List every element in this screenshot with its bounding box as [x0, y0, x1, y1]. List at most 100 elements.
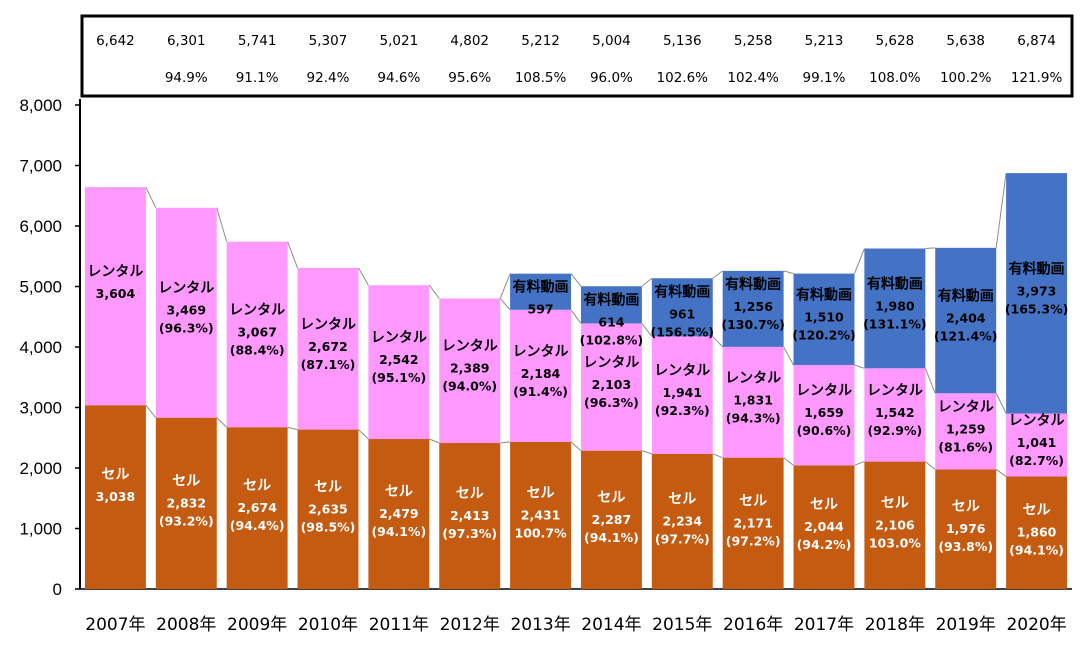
connector-line — [854, 364, 865, 369]
connector-line — [499, 273, 511, 299]
streaming-value-label: 1,980 — [875, 298, 915, 313]
rental-name-label: レンタル — [583, 355, 639, 371]
x-tick-label: 2008年 — [156, 615, 216, 635]
streaming-name-label: 有料動画 — [1009, 260, 1065, 277]
bar-rental — [84, 187, 146, 406]
rental-name-label: レンタル — [87, 264, 143, 280]
sell-value-label: 2,832 — [167, 495, 207, 510]
sell-value-label: 2,106 — [875, 517, 915, 532]
rental-yoy-label: (90.6%) — [797, 423, 852, 438]
rental-yoy-label: (96.3%) — [584, 395, 639, 410]
connector-line — [358, 429, 369, 440]
total-value-label: 5,021 — [380, 33, 419, 49]
rental-yoy-label: (87.1%) — [301, 357, 356, 372]
connector-line — [712, 270, 723, 279]
connector-line — [783, 346, 794, 366]
sell-name-label: セル — [810, 497, 838, 513]
bar-sell — [651, 453, 713, 589]
connector-line — [925, 461, 936, 470]
connector-line — [641, 450, 652, 455]
sell-name-label: セル — [385, 484, 413, 500]
sell-value-label: 3,038 — [96, 489, 136, 504]
streaming-yoy-label: (165.3%) — [1005, 301, 1069, 316]
streaming-yoy-label: (130.7%) — [721, 317, 785, 332]
sell-value-label: 2,234 — [663, 513, 703, 528]
rental-value-label: 1,941 — [663, 385, 703, 400]
bar-rental — [793, 364, 855, 466]
x-tick-label: 2014年 — [581, 615, 641, 635]
total-yoy-label: 94.9% — [165, 70, 208, 86]
bar-rental — [651, 336, 713, 454]
x-tick-label: 2017年 — [794, 615, 854, 635]
bar-streaming — [793, 273, 855, 365]
sell-yoy-label: (94.1%) — [584, 530, 639, 545]
total-yoy-label: 99.1% — [803, 70, 846, 86]
bar-rental — [722, 346, 784, 458]
rental-value-label: 3,469 — [167, 303, 207, 318]
sell-name-label: セル — [597, 490, 625, 506]
connector-line — [783, 457, 794, 466]
rental-name-label: レンタル — [725, 370, 781, 386]
sell-yoy-label: (97.2%) — [726, 533, 781, 548]
sell-value-label: 2,171 — [733, 515, 773, 530]
total-value-label: 5,212 — [521, 33, 560, 49]
total-yoy-label: 100.2% — [940, 70, 992, 86]
sell-value-label: 1,976 — [946, 521, 986, 536]
bar-rental — [368, 285, 430, 440]
connector-line — [925, 247, 936, 250]
rental-value-label: 2,542 — [379, 352, 419, 367]
streaming-yoy-label: (156.5%) — [651, 324, 715, 339]
total-value-label: 5,628 — [876, 33, 915, 49]
rental-name-label: レンタル — [158, 281, 214, 297]
bar-rental — [510, 309, 572, 442]
connector-line — [358, 267, 369, 286]
streaming-value-label: 1,256 — [733, 299, 773, 314]
sell-value-label: 2,674 — [237, 500, 277, 515]
rental-value-label: 1,259 — [946, 421, 986, 436]
rental-yoy-label: (92.9%) — [867, 423, 922, 438]
rental-value-label: 1,542 — [875, 405, 915, 420]
total-value-label: 5,213 — [805, 33, 844, 49]
rental-name-label: レンタル — [300, 317, 356, 333]
sell-yoy-label: (97.7%) — [655, 531, 710, 546]
rental-yoy-label: (94.3%) — [726, 410, 781, 425]
connector-line — [145, 404, 157, 418]
rental-yoy-label: (94.0%) — [442, 379, 497, 394]
bar-sell — [155, 417, 217, 589]
rental-value-label: 1,659 — [804, 405, 844, 420]
bar-streaming — [864, 248, 926, 369]
bar-rental — [935, 393, 997, 470]
sell-yoy-label: (93.8%) — [938, 539, 993, 554]
bar-sell — [864, 461, 926, 589]
x-tick-label: 2009年 — [227, 615, 287, 635]
connector-line — [995, 393, 1007, 414]
bar-streaming — [935, 247, 997, 394]
total-yoy-label: 95.6% — [448, 70, 491, 86]
rental-name-label: レンタル — [371, 330, 427, 346]
bar-rental — [1006, 413, 1068, 477]
connector-line — [428, 284, 440, 299]
streaming-value-label: 1,510 — [804, 309, 844, 324]
bar-sell — [580, 450, 642, 589]
connector-line — [995, 469, 1007, 477]
y-tick-label: 6,000 — [19, 217, 62, 236]
rental-yoy-label: (95.1%) — [371, 370, 426, 385]
connector-line — [854, 248, 865, 274]
streaming-value-label: 597 — [528, 302, 554, 317]
total-yoy-label: 92.4% — [307, 70, 350, 86]
connector-line — [500, 441, 511, 444]
streaming-value-label: 3,973 — [1017, 283, 1057, 298]
connector-line — [145, 186, 157, 209]
sell-name-label: セル — [172, 473, 200, 489]
bar-sell — [722, 457, 784, 589]
sell-name-label: セル — [456, 486, 484, 502]
bar-sell — [793, 465, 855, 589]
bar-streaming — [510, 273, 572, 310]
rental-value-label: 2,672 — [308, 339, 348, 354]
connector-line — [641, 323, 653, 337]
x-tick-label: 2019年 — [936, 615, 996, 635]
total-value-label: 6,874 — [1017, 33, 1056, 49]
y-tick-label: 0 — [53, 580, 62, 599]
streaming-yoy-label: (131.1%) — [863, 316, 927, 331]
sell-value-label: 2,413 — [450, 508, 490, 523]
